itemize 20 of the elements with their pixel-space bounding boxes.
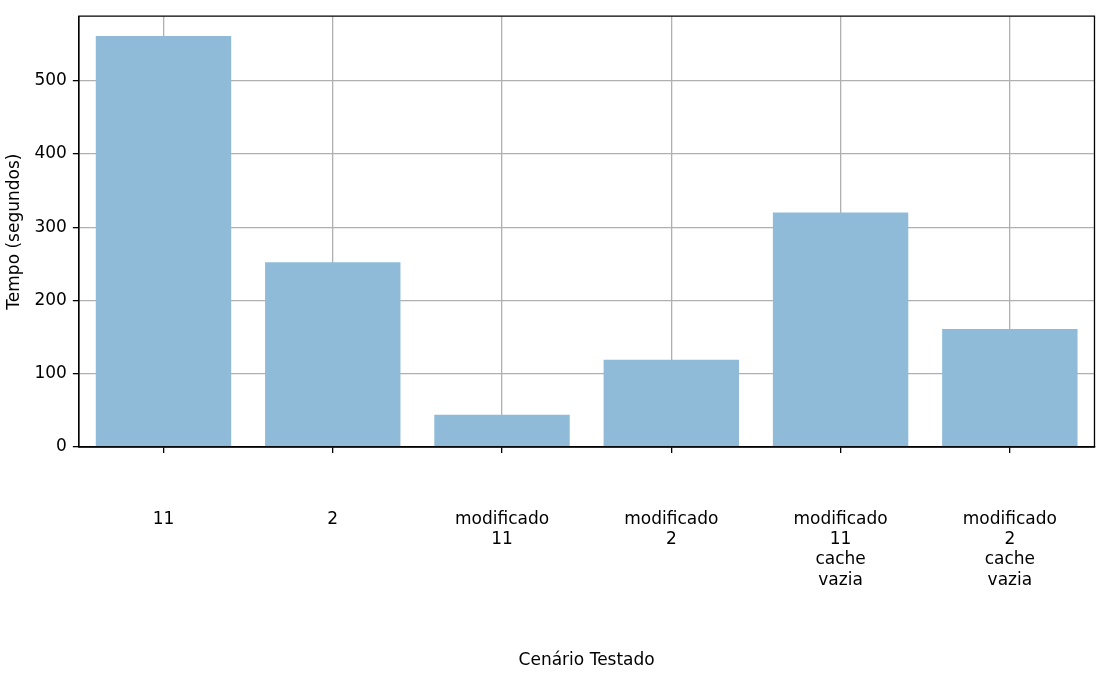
x-tick-label: modificado 11 — [454, 507, 550, 549]
bar — [265, 262, 401, 447]
bar — [603, 359, 740, 447]
bar — [434, 414, 570, 447]
y-tick-label: 200 — [34, 288, 67, 309]
y-tick-label: 500 — [34, 69, 67, 90]
x-tick-label: modificado 2 — [624, 507, 719, 549]
y-tick-label: 400 — [34, 142, 67, 163]
y-axis-title: Tempo (segundos) — [2, 153, 23, 311]
y-tick-label: 100 — [34, 362, 67, 383]
y-tick-label: 300 — [34, 215, 67, 236]
x-tick-label: 11 — [152, 507, 175, 528]
bar — [772, 212, 909, 447]
x-tick-label: modificado 2 cache vazia — [962, 507, 1057, 589]
bar — [942, 329, 1078, 447]
x-axis-title: Cenário Testado — [518, 649, 655, 670]
x-tick-label: modificado 11 cache vazia — [793, 507, 888, 589]
x-tick-label: 2 — [327, 507, 339, 528]
bar — [95, 35, 232, 447]
y-tick-label: 0 — [56, 435, 67, 456]
